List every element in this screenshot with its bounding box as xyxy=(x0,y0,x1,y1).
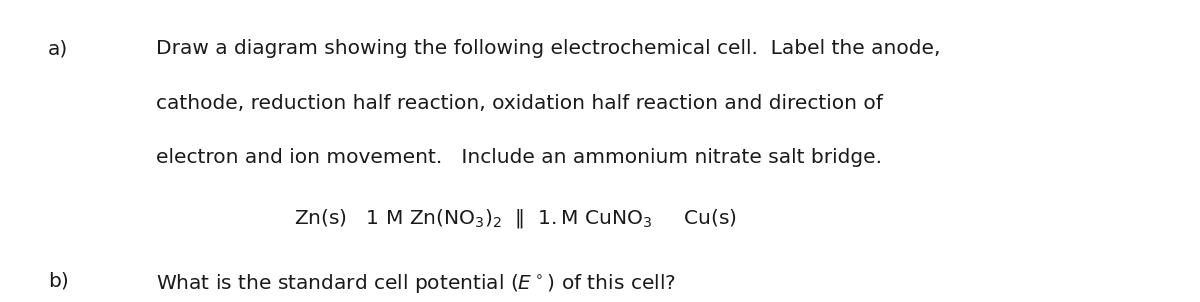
Text: $\mathregular{Zn(s)}$   $\mathregular{1\ M\ Zn(NO_3)_2}$  $\|$  $\mathregular{1.: $\mathregular{Zn(s)}$ $\mathregular{1\ M… xyxy=(294,207,737,230)
Text: electron and ion movement.   Include an ammonium nitrate salt bridge.: electron and ion movement. Include an am… xyxy=(156,148,882,167)
Text: a): a) xyxy=(48,39,68,58)
Text: b): b) xyxy=(48,272,68,291)
Text: cathode, reduction half reaction, oxidation half reaction and direction of: cathode, reduction half reaction, oxidat… xyxy=(156,94,883,113)
Text: Draw a diagram showing the following electrochemical cell.  Label the anode,: Draw a diagram showing the following ele… xyxy=(156,39,941,58)
Text: What is the standard cell potential ($\mathit{E}^\circ$) of this cell?: What is the standard cell potential ($\m… xyxy=(156,272,676,295)
